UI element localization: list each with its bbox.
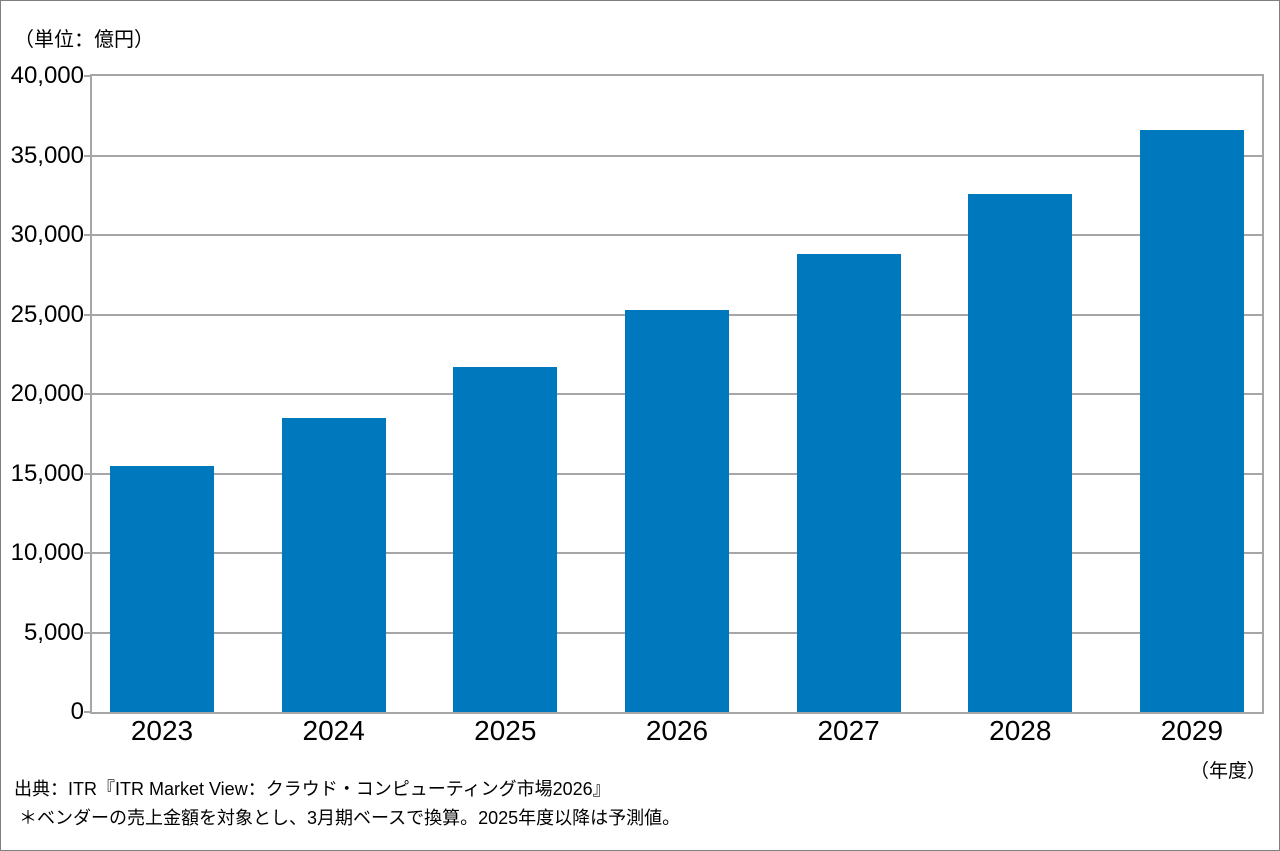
y-axis-unit-label: （単位：億円） [14, 29, 154, 51]
source-note: 出典：ITR『ITR Market View：クラウド・コンピューティング市場2… [14, 775, 680, 833]
bar-2024 [281, 418, 386, 712]
bar-2029 [1139, 130, 1244, 712]
y-tick-label: 10,000 [10, 539, 84, 566]
bar-2027 [796, 254, 901, 712]
y-tick-label: 5,000 [23, 618, 84, 646]
x-axis: 2023 2024 2025 2026 2027 2028 2029 [92, 716, 1262, 746]
bar-2028 [968, 194, 1073, 712]
x-tick-label: 2025 [474, 715, 537, 746]
x-tick-label: 2024 [302, 715, 365, 746]
y-axis-tick [84, 154, 90, 157]
bar-2025 [453, 367, 558, 712]
y-tick-label: 35,000 [10, 141, 84, 169]
y-tick-label: 0 [70, 698, 84, 725]
x-tick-label: 2023 [130, 715, 194, 746]
y-axis-tick [84, 552, 90, 554]
y-tick-label: 30,000 [10, 221, 84, 248]
x-tick-label: 2029 [1160, 715, 1224, 746]
bar-series [92, 76, 1262, 712]
source-footnote: ＊ベンダーの売上金額を対象とし、3月期ベースで換算。2025年度以降は予測値。 [19, 808, 681, 828]
y-tick-label: 15,000 [10, 459, 84, 487]
plot-area [84, 74, 1264, 714]
y-axis-tick [84, 711, 90, 713]
y-axis-tick [84, 313, 90, 316]
bar-2026 [624, 310, 729, 712]
y-axis-tick [84, 234, 90, 236]
y-tick-label: 40,000 [10, 62, 84, 89]
y-tick-label: 25,000 [10, 300, 84, 328]
bar-2023 [110, 466, 214, 712]
y-axis-tick [84, 631, 90, 634]
gridline [92, 234, 1262, 236]
x-axis-unit-label: （年度） [1189, 761, 1266, 782]
gridline [92, 154, 1262, 157]
x-tick-label: 2027 [817, 715, 880, 746]
y-axis-tick [84, 472, 90, 475]
y-axis-tick [84, 75, 90, 77]
source-citation: 出典：ITR『ITR Market View：クラウド・コンピューティング市場2… [14, 779, 611, 799]
y-axis-tick [84, 393, 90, 395]
x-tick-label: 2028 [989, 715, 1052, 746]
x-tick-label: 2026 [645, 715, 709, 746]
y-tick-label: 20,000 [10, 380, 84, 407]
